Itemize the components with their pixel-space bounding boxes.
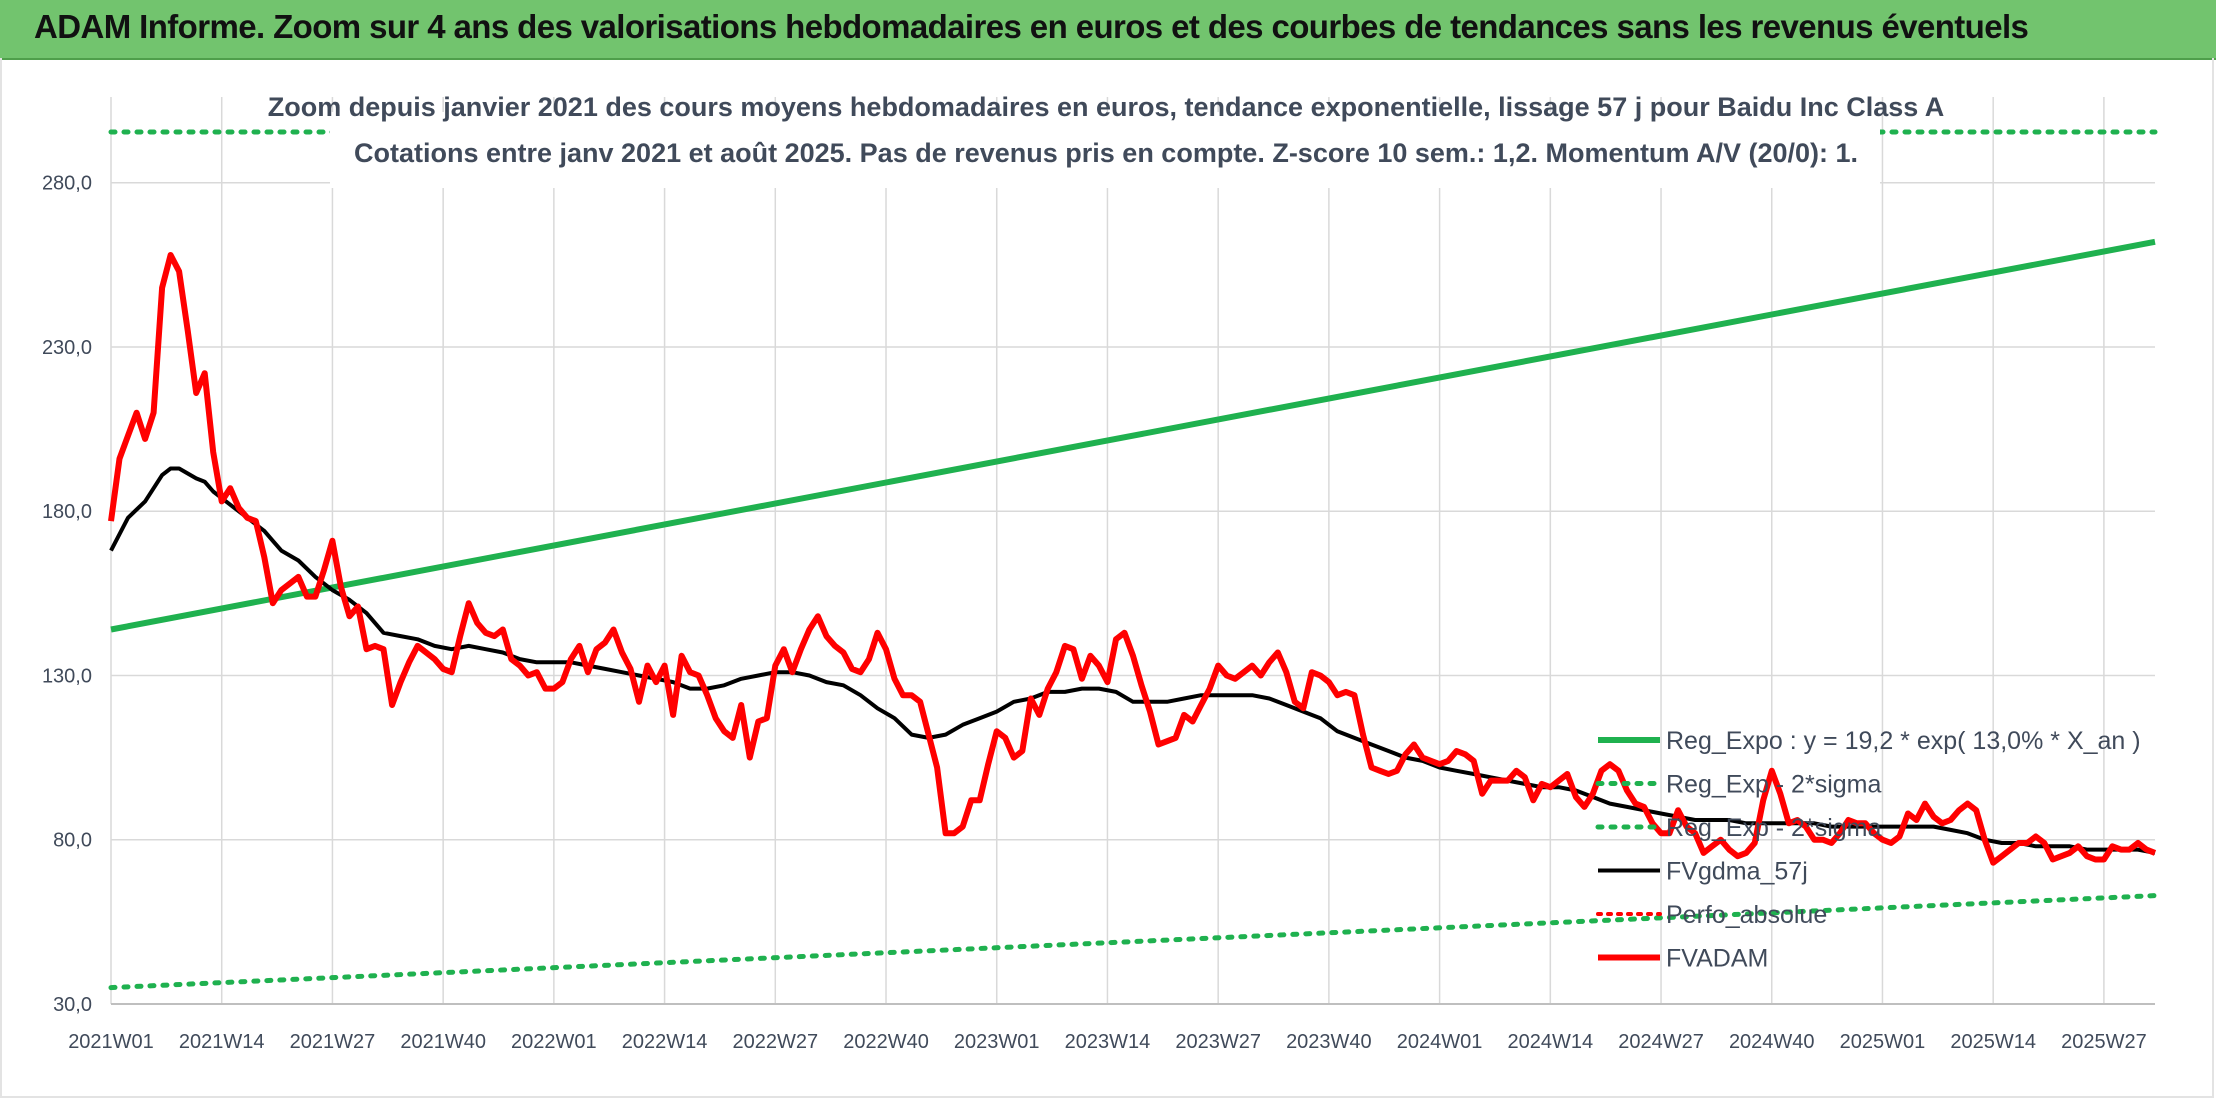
x-tick-label: 2023W27 (1175, 1031, 1261, 1053)
series-line-5 (108, 252, 2157, 866)
series-layer (108, 129, 2158, 991)
title-backdrop (330, 112, 1880, 188)
x-tick-label: 2023W01 (954, 1031, 1040, 1053)
x-tick-label: 2022W27 (732, 1031, 818, 1053)
y-tick-label: 180,0 (42, 501, 92, 523)
x-tick-label: 2023W14 (1065, 1031, 1151, 1053)
legend: Reg_Expo : y = 19,2 * exp( 13,0% * X_an … (1595, 727, 2141, 973)
x-tick-label: 2024W27 (1618, 1031, 1704, 1053)
series-line-0 (110, 238, 2156, 633)
x-axis-ticks: 2021W01 2021W14 2021W27 2021W40 2022W01 2022W… (68, 1031, 2147, 1053)
x-tick-label: 2022W14 (622, 1031, 708, 1053)
x-tick-label: 2024W14 (1508, 1031, 1594, 1053)
legend-label: Reg_Exp - 2*sigma (1666, 814, 1881, 842)
x-tick-label: 2024W01 (1397, 1031, 1483, 1053)
x-tick-label: 2025W27 (2061, 1031, 2147, 1053)
legend-label: Reg_Expo : y = 19,2 * exp( 13,0% * X_an … (1666, 727, 2141, 755)
grid-lines (110, 97, 2155, 1005)
chart-title: Zoom depuis janvier 2021 des cours moyen… (268, 92, 1945, 122)
x-tick-label: 2025W14 (1950, 1031, 2036, 1053)
chart-frame (0, 58, 2214, 1098)
report-title: ADAM Informe. Zoom sur 4 ans des valoris… (34, 8, 2029, 45)
x-tick-label: 2024W40 (1729, 1031, 1815, 1053)
chart-subtitle: Cotations entre janv 2021 et août 2025. … (354, 138, 1858, 168)
y-tick-label: 80,0 (53, 830, 92, 852)
y-tick-label: 230,0 (42, 337, 92, 359)
legend-label: Perfo_absolue (1666, 901, 1827, 929)
x-tick-label: 2021W40 (400, 1031, 486, 1053)
legend-label: FVADAM (1666, 945, 1768, 973)
series-line-2 (108, 893, 2158, 991)
x-tick-label: 2025W01 (1840, 1031, 1926, 1053)
report-banner: ADAM Informe. Zoom sur 4 ans des valoris… (0, 0, 2216, 60)
y-tick-label: 130,0 (42, 665, 92, 687)
y-tick-label: 280,0 (42, 173, 92, 195)
legend-label: FVgdma_57j (1666, 858, 1808, 886)
y-axis-ticks: 30,0 80,0 130,0 180,0 230,0 280,0 (42, 173, 92, 1016)
x-tick-label: 2023W40 (1286, 1031, 1372, 1053)
x-tick-label: 2022W40 (843, 1031, 929, 1053)
x-tick-label: 2022W01 (511, 1031, 597, 1053)
x-tick-label: 2021W27 (290, 1031, 376, 1053)
legend-label: Reg_Exp - 2*sigma (1666, 771, 1881, 799)
y-tick-label: 30,0 (53, 994, 92, 1016)
x-tick-label: 2021W14 (179, 1031, 265, 1053)
x-tick-label: 2021W01 (68, 1031, 154, 1053)
